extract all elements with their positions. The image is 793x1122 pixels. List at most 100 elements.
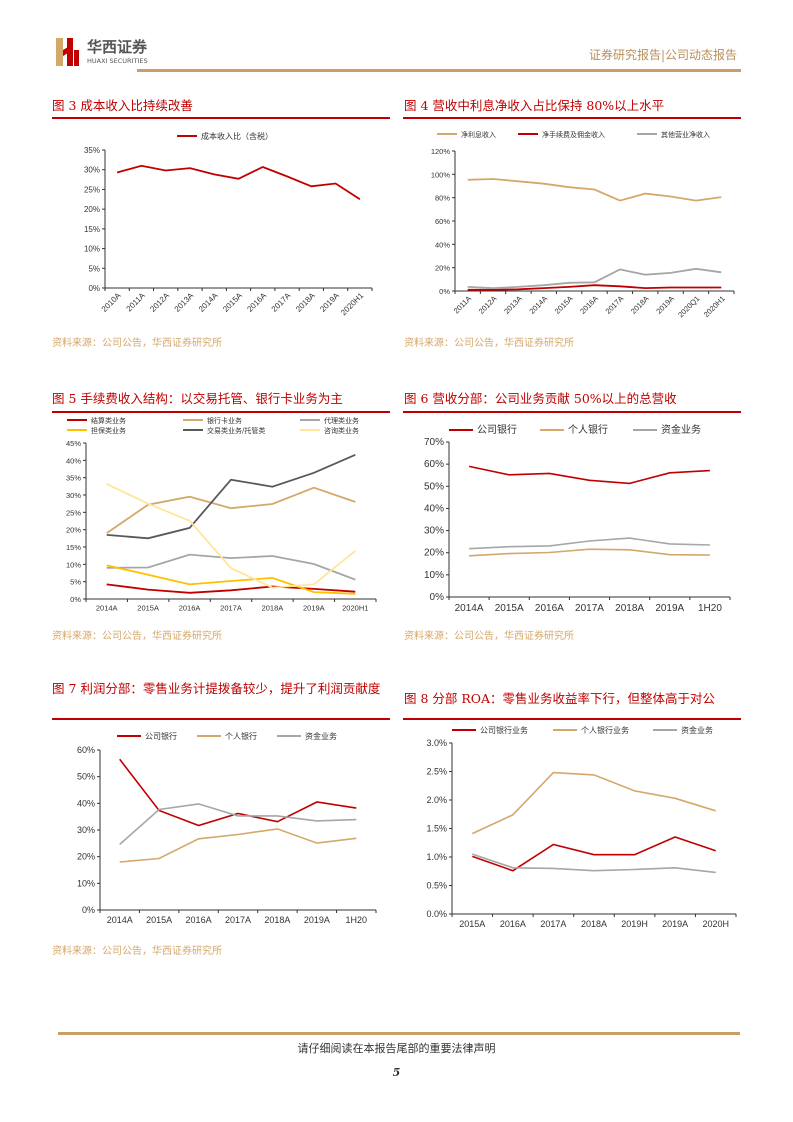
legend-label: 公司银行 — [477, 423, 517, 436]
legend-label: 其他营业净收入 — [661, 130, 710, 139]
series-line-2 — [467, 284, 722, 291]
x-tick-label: 2018A — [262, 604, 284, 613]
legend-label: 个人银行 — [568, 423, 608, 436]
legend-label: 交易类业务/托管类 — [207, 426, 265, 435]
y-tick-label: 60% — [77, 745, 95, 755]
legend-label: 资金业务 — [305, 731, 337, 741]
y-tick-label: 45% — [66, 439, 81, 448]
y-tick-label: 0% — [82, 905, 95, 915]
y-tick-label: 30% — [77, 825, 95, 835]
figure-4-rule — [403, 117, 741, 119]
y-tick-label: 15% — [66, 543, 81, 552]
x-tick-label: 2015A — [459, 919, 485, 929]
y-tick-label: 2.5% — [426, 767, 447, 777]
x-tick-label: 1H20 — [346, 915, 368, 925]
chart-3: 0%5%10%15%20%25%30%35%2010A 2011A 2012A 201… — [84, 131, 373, 317]
figure-6-title: 图 6 营收分部：公司业务贡献 50%以上的总营收 — [404, 391, 677, 406]
series-line-5 — [106, 453, 356, 540]
x-tick-label: 2018A — [615, 603, 644, 614]
y-tick-label: 25% — [66, 508, 81, 517]
series-line-2 — [119, 828, 357, 863]
y-tick-label: 2.0% — [426, 795, 447, 805]
y-tick-label: 35% — [66, 474, 81, 483]
x-tick-label: 2015A — [495, 603, 524, 614]
x-tick-label: 2014A — [96, 604, 118, 613]
legend-label: 净利息收入 — [461, 130, 496, 139]
series-line-4 — [106, 564, 356, 595]
x-tick-label: 2016A — [500, 919, 526, 929]
x-tick-label: 2017A — [225, 915, 251, 925]
y-tick-label: 40% — [435, 240, 450, 249]
chart-7: 0% 10% 20% 30% 40% 50% 60% 2014A 2015A 2016A 2017A… — [77, 731, 377, 925]
y-tick-label: 10% — [77, 878, 95, 888]
y-tick-label: 0.5% — [426, 881, 447, 891]
series-line-3 — [467, 267, 722, 290]
y-tick-label: 70% — [424, 437, 444, 448]
series-line-6 — [106, 483, 356, 589]
page-number: 5 — [392, 1066, 401, 1079]
x-tick-label: 2010A — [100, 291, 123, 314]
y-tick-label: 40% — [77, 798, 95, 808]
series-line-1 — [106, 583, 356, 594]
x-tick-label: 2019H — [621, 919, 648, 929]
y-tick-label: 10% — [66, 560, 81, 569]
y-tick-label: 15% — [84, 225, 100, 234]
figure-6-source: 资料来源：公司公告，华西证券研究所 — [404, 631, 574, 642]
legend-label: 净手续费及佣金收入 — [542, 130, 605, 139]
footer-rule — [58, 1032, 740, 1035]
x-tick-label: 2014A — [527, 294, 549, 316]
chart-5: 0% 5% 10% 15% 20% 25% 30% 35% 40% 45% 2014A 2015A 20… — [66, 416, 377, 613]
y-tick-label: 0% — [70, 595, 81, 604]
series-line-2 — [469, 548, 710, 557]
figure-4-title: 图 4 营收中利息净收入占比保持 80%以上水平 — [404, 98, 665, 113]
figure-7-source: 资料来源：公司公告，华西证券研究所 — [52, 946, 222, 957]
figure-3-source: 资料来源：公司公告，华西证券研究所 — [52, 338, 222, 349]
x-tick-label: 1H20 — [698, 603, 722, 614]
legend-label: 担保类业务 — [91, 426, 126, 435]
legend-label: 资金业务 — [661, 423, 701, 436]
figure-6-rule — [403, 411, 741, 413]
series-line-3 — [472, 853, 716, 874]
y-tick-label: 0.0% — [426, 909, 447, 919]
y-tick-label: 20% — [435, 264, 450, 273]
x-tick-label: 2016A — [186, 915, 212, 925]
logo: 华西证券 HUAXI SECURITIES — [55, 36, 175, 70]
x-tick-label: 2016A — [535, 603, 564, 614]
series-line-3 — [106, 553, 356, 581]
x-tick-label: 2014A — [107, 915, 133, 925]
figure-3-rule — [52, 117, 390, 119]
y-tick-label: 40% — [66, 456, 81, 465]
x-tick-label: 2015A — [221, 291, 244, 314]
legend-label: 资金业务 — [681, 725, 713, 735]
series-line-2 — [106, 486, 356, 534]
y-tick-label: 1.5% — [426, 824, 447, 834]
x-tick-label: 2014A — [455, 603, 484, 614]
x-tick-label: 2018A — [264, 915, 290, 925]
y-tick-label: 80% — [435, 194, 450, 203]
report-type: 证券研究报告|公司动态报告 — [588, 48, 737, 62]
legend-label: 公司银行业务 — [480, 725, 528, 735]
figure-5-source: 资料来源：公司公告，华西证券研究所 — [52, 631, 222, 642]
legend-label: 个人银行 — [225, 731, 257, 741]
y-tick-label: 30% — [66, 491, 81, 500]
figure-8-title: 图 8 分部 ROA：零售业务收益率下行，但整体高于对公 — [404, 691, 716, 706]
x-tick-label: 2018A — [629, 294, 651, 316]
x-tick-label: 2018A — [294, 291, 317, 314]
x-tick-label: 2019A — [304, 915, 330, 925]
x-tick-label: 2011A — [125, 291, 148, 314]
y-tick-label: 30% — [84, 166, 100, 175]
figure-4-source: 资料来源：公司公告，华西证券研究所 — [404, 338, 574, 349]
y-tick-label: 50% — [424, 481, 444, 492]
y-tick-label: 25% — [84, 185, 100, 194]
x-tick-label: 2016A — [578, 294, 600, 316]
x-tick-label: 2014A — [197, 291, 220, 314]
y-tick-label: 100% — [431, 170, 451, 179]
series-line-1 — [468, 465, 710, 485]
y-tick-label: 3.0% — [426, 738, 447, 748]
y-tick-label: 5% — [88, 264, 100, 273]
chart-4: 0%20%40%60%80%100%120%2011A 2012A 2013A 201… — [431, 130, 735, 319]
x-tick-label: 2015A — [146, 915, 172, 925]
x-tick-label: 2019A — [654, 294, 676, 316]
